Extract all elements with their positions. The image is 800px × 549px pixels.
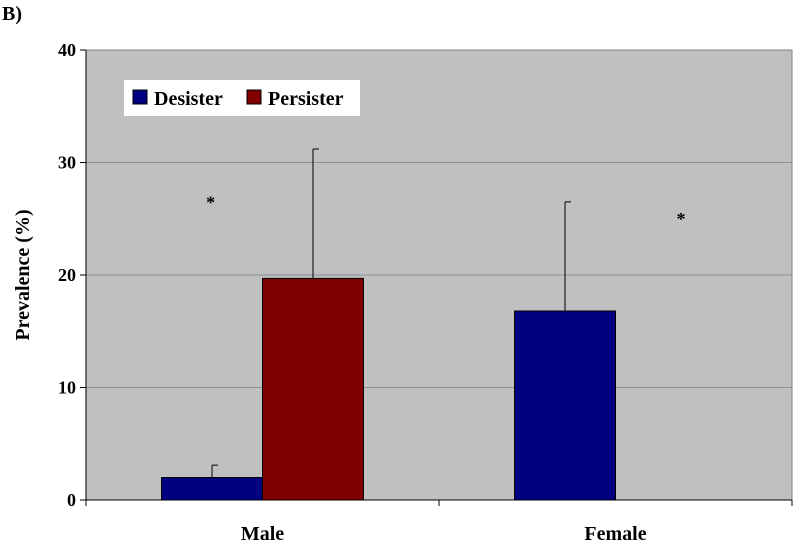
significance-asterisk: * — [206, 192, 215, 212]
legend: Desister Persister — [124, 80, 360, 116]
x-category-label: Female — [584, 523, 646, 545]
x-axis-categories: Male Female — [85, 500, 793, 545]
bar-desister-male — [161, 477, 264, 501]
y-axis-title: Prevalence (%) — [12, 209, 34, 340]
legend-label-persister: Persister — [268, 88, 344, 110]
y-tick-label: 20 — [58, 265, 76, 285]
legend-label-desister: Desister — [154, 88, 223, 110]
legend-swatch-desister — [132, 89, 148, 105]
panel-label: B) — [2, 3, 22, 25]
y-tick-label: 40 — [58, 40, 76, 60]
bar-desister-female — [514, 310, 616, 501]
y-tick-label: 0 — [67, 490, 76, 510]
y-axis-ticks: 0 10 20 30 40 — [58, 40, 792, 510]
bar-persister-male — [262, 277, 364, 501]
legend-swatch-persister — [246, 89, 262, 105]
y-tick-label: 30 — [58, 153, 76, 173]
y-tick-label: 10 — [58, 378, 76, 398]
legend-box — [124, 80, 360, 116]
significance-asterisk: * — [676, 209, 685, 229]
gridlines — [86, 162, 792, 388]
bars — [161, 277, 621, 501]
significance-markers: ** — [206, 192, 685, 229]
error-bars — [211, 148, 572, 478]
x-category-label: Male — [241, 523, 284, 545]
